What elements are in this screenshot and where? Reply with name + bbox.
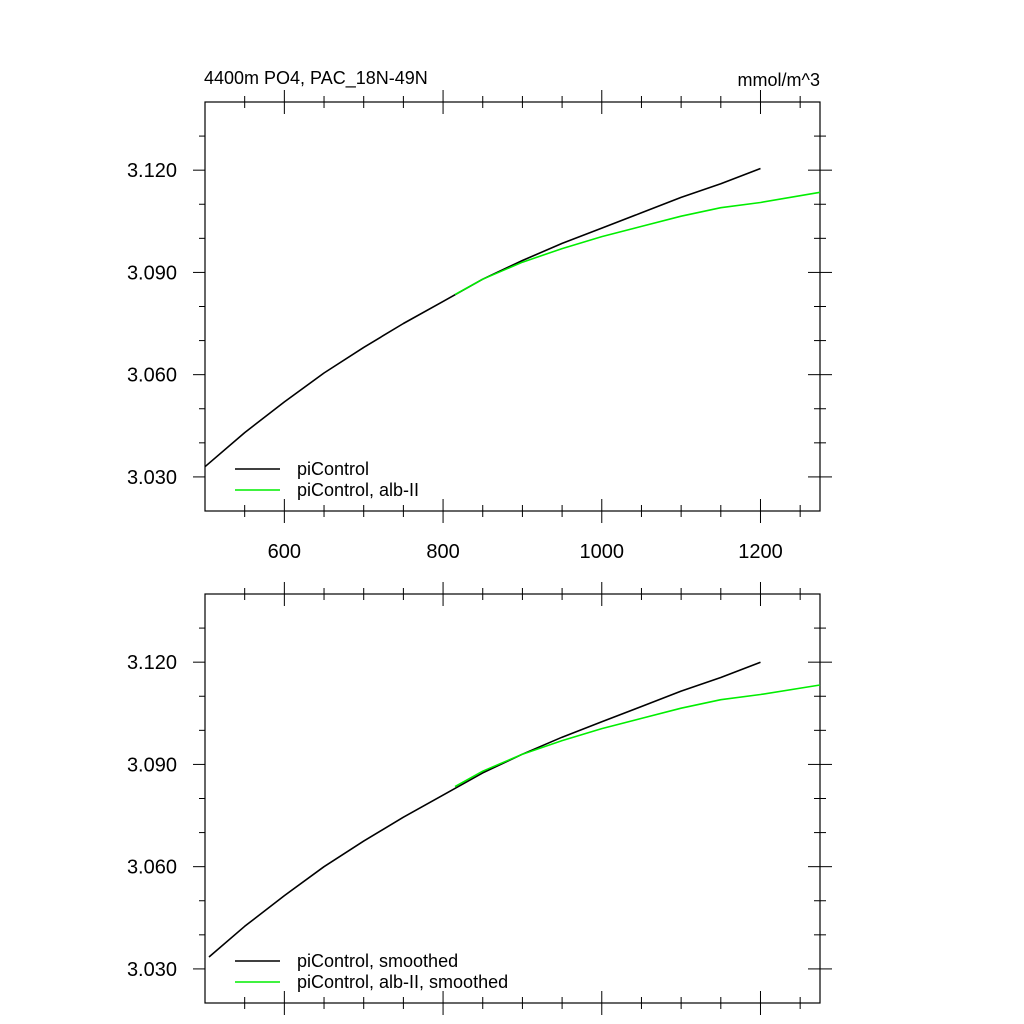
series-line-2: [454, 191, 821, 296]
y-tick-label: 3.030: [127, 959, 177, 981]
y-tick-label: 3.060: [127, 857, 177, 879]
x-tick-label: 800: [426, 541, 459, 563]
legend-label-1: piControl: [297, 459, 369, 479]
y-tick-label: 3.060: [127, 365, 177, 387]
x-tick-label: 1000: [580, 541, 625, 563]
y-tick-label: 3.120: [127, 160, 177, 182]
plot-frame: [204, 593, 821, 1004]
y-tick-label: 3.030: [127, 467, 177, 489]
series-line-2: [454, 684, 821, 788]
y-tick-label: 3.120: [127, 652, 177, 674]
chart-units-label: mmol/m^3: [738, 70, 820, 90]
x-tick-label: 1200: [738, 541, 783, 563]
legend-label-1: piControl, smoothed: [297, 951, 458, 971]
top-panel: 600 800 1000 1200 3.030 3.060 3.090 3.120 piCont…: [127, 90, 832, 563]
x-tick-label: 600: [268, 541, 301, 563]
y-tick-label: 3.090: [127, 754, 177, 776]
series-line-1: [204, 167, 761, 468]
series-line-1: [208, 661, 761, 958]
y-tick-label: 3.090: [127, 262, 177, 284]
bottom-panel: 3.030 3.060 3.090 3.120 piControl, smoothedp…: [127, 582, 832, 1015]
legend-label-2: piControl, alb-II, smoothed: [297, 972, 508, 992]
plot-frame: [204, 101, 821, 512]
chart-title-left: 4400m PO4, PAC_18N-49N: [204, 68, 428, 89]
legend-label-2: piControl, alb-II: [297, 480, 419, 500]
